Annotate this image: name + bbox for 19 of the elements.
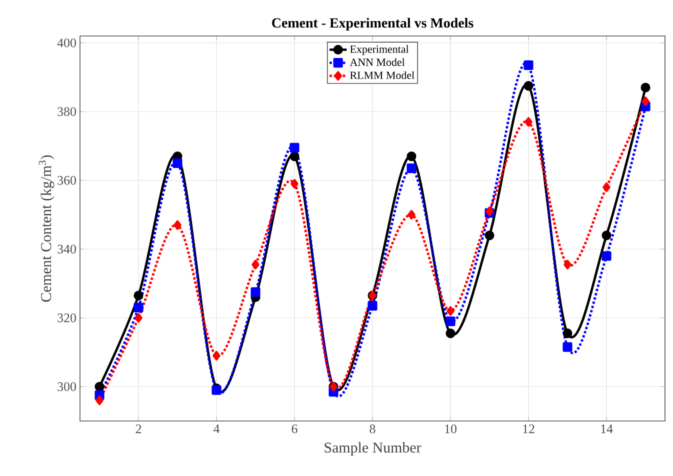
y-tick-label: 340 [58,244,76,254]
legend-label: RLMM Model [350,71,414,80]
y-tick-label: 320 [58,314,76,322]
x-axis-title: Sample Number [324,442,422,456]
chart-title: Cement - Experimental vs Models [272,18,474,30]
x-tick-label: 8 [370,424,376,434]
legend-label: ANN Model [350,58,405,66]
legend-label: Experimental [350,45,409,56]
x-tick-label: 14 [601,424,613,434]
x-tick-label: 10 [445,424,456,434]
y-tick-label: 360 [58,176,76,185]
y-tick-label: 380 [58,107,76,116]
y-axis-title: Cement Content (kg/m$^{3}$) [38,155,54,302]
x-tick-label: 12 [523,424,534,434]
x-tick-label: 2 [136,424,142,434]
x-tick-label: 4 [214,424,220,434]
x-tick-label: 6 [292,424,298,434]
y-tick-label: 400 [57,38,76,48]
y-tick-label: 300 [58,382,76,391]
